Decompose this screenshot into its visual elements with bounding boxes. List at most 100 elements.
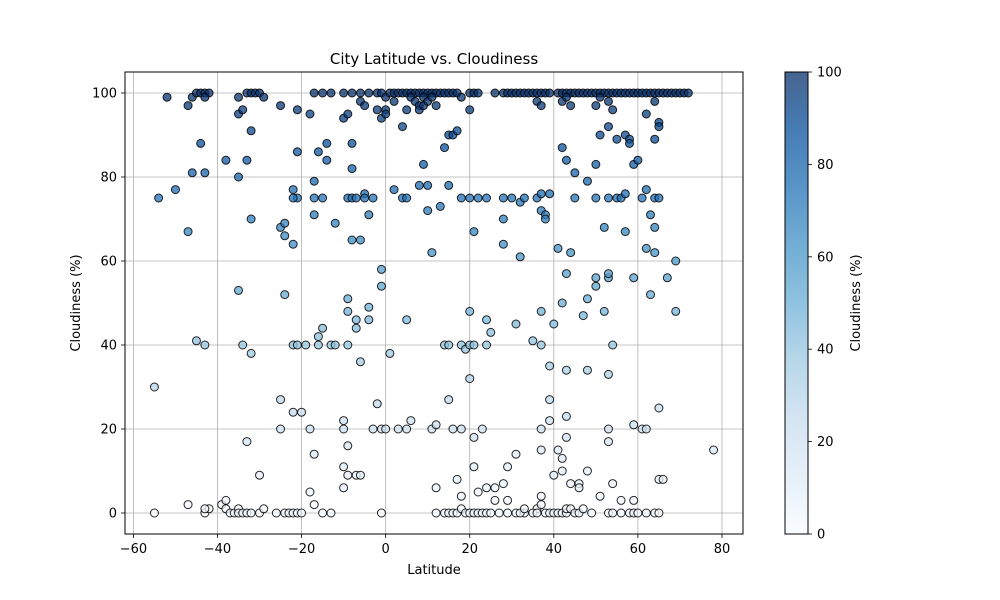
scatter-point	[629, 420, 639, 430]
scatter-point	[641, 508, 651, 518]
scatter-point	[313, 147, 323, 157]
scatter-point	[469, 340, 479, 350]
scatter-point	[608, 479, 618, 489]
scatter-point	[288, 239, 298, 249]
scatter-point	[297, 508, 307, 518]
scatter-point	[309, 88, 319, 98]
scatter-point	[376, 508, 386, 518]
scatter-point	[440, 143, 450, 153]
scatter-point	[650, 222, 660, 232]
scatter-point	[276, 395, 286, 405]
scatter-point	[200, 504, 210, 514]
scatter-point	[351, 193, 361, 203]
colorbar-ticks: 0 20 40 60 80 100	[808, 66, 842, 543]
x-axis-ticks: −60 −40 −20 0 20 40 60 80	[120, 534, 730, 557]
scatter-point	[255, 470, 265, 480]
scatter-point	[503, 508, 513, 518]
x-tick-label: 60	[630, 542, 647, 557]
scatter-point	[574, 483, 584, 493]
scatter-point	[234, 285, 244, 295]
scatter-point	[482, 340, 492, 350]
scatter-point	[376, 264, 386, 274]
scatter-point	[322, 155, 332, 165]
scatter-point	[561, 92, 571, 102]
scatter-point	[561, 432, 571, 442]
scatter-point	[343, 109, 353, 119]
scatter-point	[612, 134, 622, 144]
scatter-point	[561, 155, 571, 165]
scatter-point	[591, 193, 601, 203]
scatter-point	[309, 176, 319, 186]
scatter-point	[515, 252, 525, 262]
scatter-point	[200, 340, 210, 350]
scatter-point	[313, 340, 323, 350]
scatter-point	[603, 437, 613, 447]
scatter-point	[355, 235, 365, 245]
scatter-point	[473, 193, 483, 203]
scatter-point	[187, 168, 197, 178]
scatter-point	[629, 495, 639, 505]
scatter-point	[246, 126, 256, 136]
scatter-point	[427, 248, 437, 258]
scatter-point	[709, 445, 719, 455]
scatter-point	[191, 336, 201, 346]
scatter-point	[234, 172, 244, 182]
scatter-point	[503, 462, 513, 472]
scatter-point	[280, 231, 290, 241]
x-axis-label: Latitude	[407, 563, 461, 578]
scatter-point	[246, 348, 256, 358]
scatter-point	[490, 483, 500, 493]
scatter-point	[532, 508, 542, 518]
scatter-point	[629, 273, 639, 283]
scatter-point	[402, 105, 412, 115]
scatter-point	[355, 470, 365, 480]
scatter-point	[545, 88, 555, 98]
plot-area-frame	[124, 71, 744, 535]
scatter-point	[620, 189, 630, 199]
scatter-point	[330, 218, 340, 228]
scatter-point	[536, 306, 546, 316]
scatter-point	[196, 138, 206, 148]
scatter-point	[465, 105, 475, 115]
y-tick-label: 80	[100, 171, 117, 186]
colorbar-label: Cloudiness (%)	[849, 254, 864, 351]
scatter-point	[603, 96, 613, 106]
scatter-point	[603, 122, 613, 132]
scatter-point	[545, 416, 555, 426]
scatter-point	[305, 424, 315, 434]
scatter-point	[553, 445, 563, 455]
scatter-point	[238, 340, 248, 350]
x-tick-label: 20	[461, 542, 478, 557]
scatter-point	[641, 185, 651, 195]
x-tick-label: 40	[546, 542, 563, 557]
x-tick-label: 0	[382, 542, 390, 557]
scatter-point	[389, 185, 399, 195]
colorbar-tick-label: 100	[817, 66, 842, 81]
colorbar	[784, 71, 809, 535]
scatter-point	[221, 155, 231, 165]
scatter-point	[351, 315, 361, 325]
scatter-point	[557, 298, 567, 308]
scatter-point	[637, 193, 647, 203]
scatter-point	[646, 290, 656, 300]
scatter-point	[297, 407, 307, 417]
scatter-point	[385, 348, 395, 358]
scatter-point	[364, 88, 374, 98]
scatter-point	[608, 105, 618, 115]
scatter-point	[355, 88, 365, 98]
scatter-point	[448, 424, 458, 434]
scatter-point	[654, 403, 664, 413]
scatter-point	[507, 193, 517, 203]
scatter-point	[183, 500, 193, 510]
scatter-point	[599, 306, 609, 316]
scatter-point	[582, 365, 592, 375]
scatter-point	[599, 222, 609, 232]
scatter-point	[170, 185, 180, 195]
scatter-point	[540, 214, 550, 224]
scatter-point	[305, 109, 315, 119]
scatter-point	[545, 395, 555, 405]
scatter-point	[343, 306, 353, 316]
scatter-point	[414, 180, 424, 190]
scatter-point	[566, 101, 576, 111]
scatter-point	[435, 201, 445, 211]
